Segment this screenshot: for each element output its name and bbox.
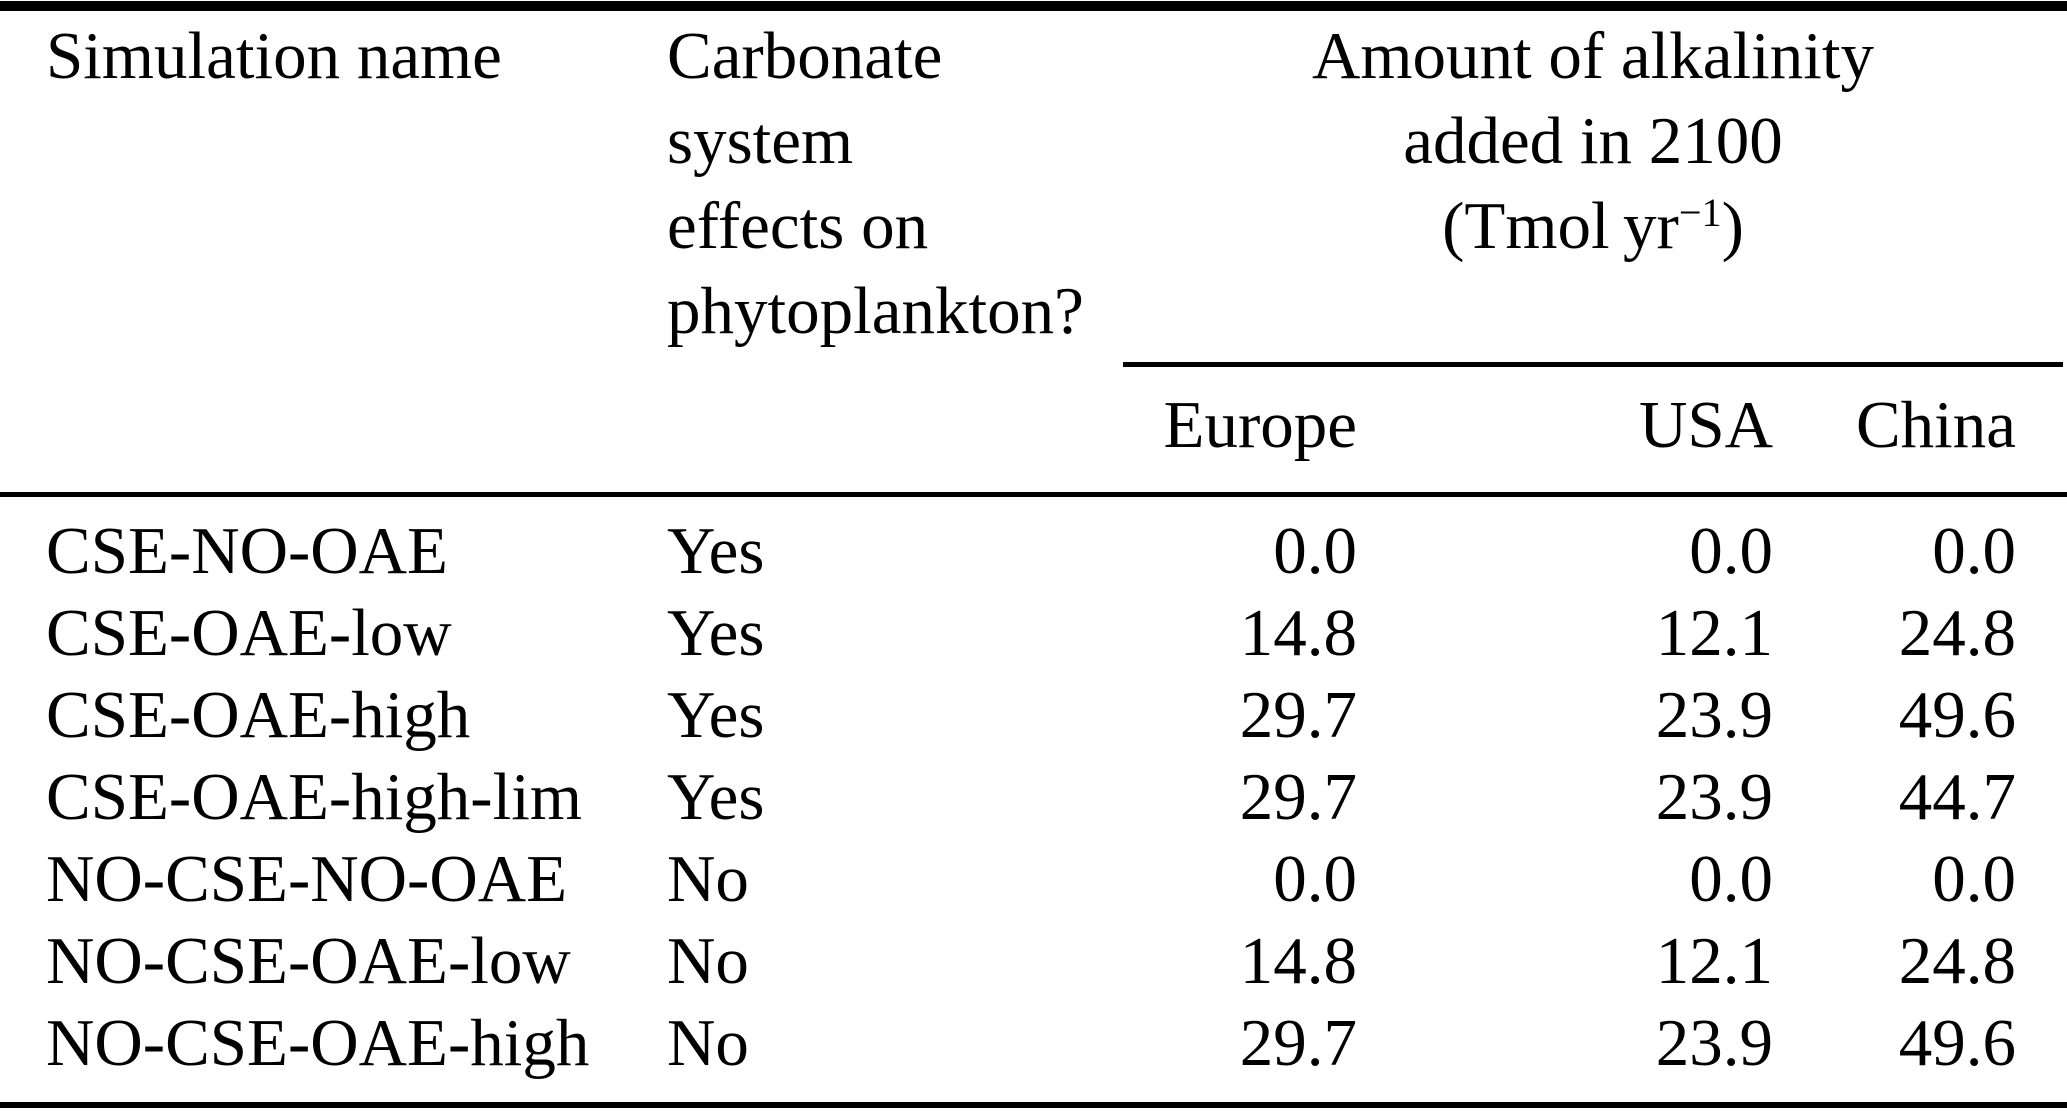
simulation-name-cell: NO-CSE-OAE-low [46, 924, 571, 998]
simulation-name-cell: CSE-NO-OAE [46, 514, 448, 588]
usa-value-cell: 12.1 [1655, 596, 1773, 670]
alkalinity-header-line: added in 2100 [1403, 104, 1783, 178]
alkalinity-header-line: Amount of alkalinity [1312, 19, 1874, 93]
table-row: NO-CSE-OAE-high No 29.7 23.9 49.6 [0, 1002, 2067, 1084]
subheader-europe: Europe [1163, 388, 1357, 462]
china-value-cell: 49.6 [1898, 678, 2016, 752]
carbonate-header-line: Carbonate [667, 19, 943, 93]
simulation-name-cell: CSE-OAE-low [46, 596, 452, 670]
carbonate-header-line: system [667, 104, 854, 178]
carbonate-header-line: effects on [667, 189, 929, 263]
column-header-simulation-name: Simulation name [46, 19, 502, 93]
europe-value-cell: 0.0 [1273, 842, 1357, 916]
cse-cell: Yes [667, 596, 765, 670]
cse-cell: Yes [667, 514, 765, 588]
top-rule [0, 1, 2067, 11]
column-header-carbonate-effects: Carbonate system effects on phytoplankto… [667, 14, 1084, 354]
alkalinity-unit-open: (Tmol yr [1442, 189, 1679, 263]
group-header-rule [1123, 362, 2063, 367]
usa-value-cell: 0.0 [1689, 514, 1773, 588]
table-row: CSE-OAE-low Yes 14.8 12.1 24.8 [0, 592, 2067, 674]
simulation-name-cell: CSE-OAE-high-lim [46, 760, 582, 834]
china-value-cell: 44.7 [1898, 760, 2016, 834]
simulation-name-cell: NO-CSE-OAE-high [46, 1006, 590, 1080]
usa-value-cell: 23.9 [1655, 1006, 1773, 1080]
usa-value-cell: 0.0 [1689, 842, 1773, 916]
china-value-cell: 24.8 [1898, 924, 2016, 998]
cse-cell: Yes [667, 678, 765, 752]
europe-value-cell: 14.8 [1239, 596, 1357, 670]
usa-value-cell: 23.9 [1655, 678, 1773, 752]
table-row: CSE-NO-OAE Yes 0.0 0.0 0.0 [0, 510, 2067, 592]
simulation-name-cell: CSE-OAE-high [46, 678, 471, 752]
cse-cell: No [667, 1006, 749, 1080]
europe-value-cell: 14.8 [1239, 924, 1357, 998]
china-value-cell: 49.6 [1898, 1006, 2016, 1080]
europe-value-cell: 29.7 [1239, 678, 1357, 752]
subheader-usa: USA [1638, 388, 1773, 462]
table-row: NO-CSE-NO-OAE No 0.0 0.0 0.0 [0, 838, 2067, 920]
cse-cell: Yes [667, 760, 765, 834]
table-body: CSE-NO-OAE Yes 0.0 0.0 0.0 CSE-OAE-low Y… [0, 510, 2067, 1084]
usa-value-cell: 12.1 [1655, 924, 1773, 998]
alkalinity-unit-close: ) [1721, 189, 1744, 263]
simulation-name-cell: NO-CSE-NO-OAE [46, 842, 568, 916]
alkalinity-unit-exponent: −1 [1678, 189, 1722, 235]
subheader-row: Europe USA China [0, 383, 2067, 468]
alkalinity-unit-line: (Tmol yr−1) [1123, 184, 2063, 269]
europe-value-cell: 29.7 [1239, 760, 1357, 834]
table-row: CSE-OAE-high-lim Yes 29.7 23.9 44.7 [0, 756, 2067, 838]
subheader-china: China [1855, 388, 2016, 462]
china-value-cell: 24.8 [1898, 596, 2016, 670]
europe-value-cell: 0.0 [1273, 514, 1357, 588]
china-value-cell: 0.0 [1932, 842, 2016, 916]
china-value-cell: 0.0 [1932, 514, 2016, 588]
usa-value-cell: 23.9 [1655, 760, 1773, 834]
europe-value-cell: 29.7 [1239, 1006, 1357, 1080]
carbonate-header-line: phytoplankton? [667, 274, 1084, 348]
cse-cell: No [667, 924, 749, 998]
bottom-rule [0, 1102, 2067, 1108]
cse-cell: No [667, 842, 749, 916]
table-row: CSE-OAE-high Yes 29.7 23.9 49.6 [0, 674, 2067, 756]
table-row: NO-CSE-OAE-low No 14.8 12.1 24.8 [0, 920, 2067, 1002]
header-divider-rule [0, 492, 2067, 497]
group-header-alkalinity: Amount of alkalinity added in 2100 (Tmol… [1123, 14, 2063, 269]
